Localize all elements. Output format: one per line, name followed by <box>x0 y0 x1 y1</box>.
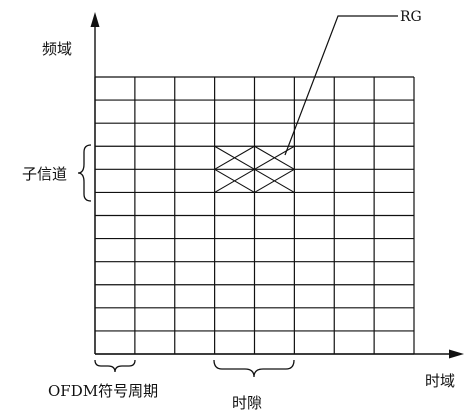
cell-cross-line <box>254 145 295 170</box>
resource-group-cell <box>214 168 255 193</box>
time-slot-label: 时隙 <box>232 394 262 412</box>
rg-label: RG <box>400 9 422 25</box>
frequency-axis-label: 频域 <box>42 40 72 58</box>
cell-cross-line <box>214 168 255 193</box>
rg-leader-line <box>284 15 398 156</box>
ofdm-symbol-period-label: OFDM符号周期 <box>48 382 158 400</box>
axes <box>90 12 464 359</box>
time-axis-arrowhead <box>449 349 464 359</box>
time-slot-brace <box>213 359 295 378</box>
subchannel-label: 子信道 <box>22 165 67 183</box>
time-axis-label: 时域 <box>425 372 455 390</box>
resource-grid <box>94 76 415 355</box>
resource-group-cells <box>214 145 295 193</box>
resource-group-cell <box>254 168 295 193</box>
subchannel-brace <box>77 144 92 202</box>
resource-group-cell <box>214 145 255 170</box>
cell-cross-line <box>214 145 255 170</box>
cell-cross-line <box>254 168 295 193</box>
frequency-axis-arrowhead <box>90 12 100 27</box>
ofdm-symbol-period-brace <box>94 359 136 373</box>
resource-group-cell <box>254 145 295 170</box>
